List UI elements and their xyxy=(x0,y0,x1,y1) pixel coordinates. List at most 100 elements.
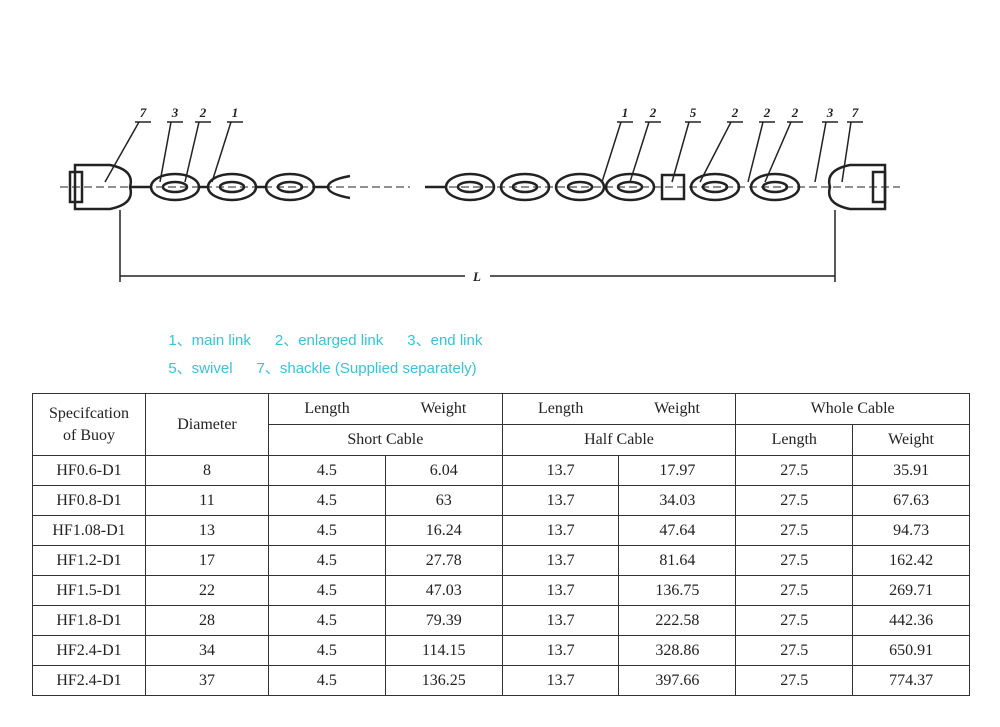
table-cell: 37 xyxy=(145,665,269,696)
table-row: HF1.2-D1 17 4.5 27.78 13.7 81.64 27.5 162.42 xyxy=(32,545,970,576)
table-cell: 397.66 xyxy=(618,665,737,696)
table-cell: 13.7 xyxy=(501,515,620,546)
table-cell: 28 xyxy=(145,605,269,636)
table-cell: 11 xyxy=(145,485,269,516)
table-cell: 22 xyxy=(145,575,269,606)
table-cell: 47.03 xyxy=(384,575,503,606)
leader-line xyxy=(814,121,827,183)
legend-item: 5、swivel xyxy=(168,360,233,377)
leader-line xyxy=(159,121,172,183)
chain-drawing xyxy=(60,163,900,282)
chain-diagram: L 7 3 2 1 1 2 5 2 2 2 3 7 xyxy=(60,105,900,284)
table-cell: 4.5 xyxy=(268,545,386,576)
legend-item: 2、enlarged link xyxy=(274,332,384,349)
header-text: Weight xyxy=(654,400,700,417)
part-number: 1 xyxy=(622,105,629,120)
table-row: HF0.8-D1 11 4.5 63 13.7 34.03 27.5 67.63 xyxy=(32,485,970,516)
spec-table: Specifcation of Buoy Diameter Length Weig… xyxy=(32,393,970,696)
table-row: HF2.4-D1 37 4.5 136.25 13.7 397.66 27.5 774.37 xyxy=(32,665,970,696)
table-cell: 63 xyxy=(384,485,503,516)
table-cell: HF1.5-D1 xyxy=(32,575,146,606)
table-cell: 13.7 xyxy=(501,665,620,696)
legend-item: 3、end link xyxy=(407,332,483,349)
header-cell: Length Weight xyxy=(268,393,503,425)
part-number: 5 xyxy=(690,105,697,120)
table-cell: 13 xyxy=(145,515,269,546)
leader-line xyxy=(699,121,732,183)
table-cell: HF1.8-D1 xyxy=(32,605,146,636)
leader-line xyxy=(629,121,650,183)
table-row: HF1.08-D1 13 4.5 16.24 13.7 47.64 27.5 94.73 xyxy=(32,515,970,546)
leader-line xyxy=(764,121,792,183)
table-cell: 4.5 xyxy=(268,665,386,696)
legend-item: 1、main link xyxy=(168,332,251,349)
header-text: Weight xyxy=(420,400,467,417)
part-number: 2 xyxy=(791,105,799,120)
table-cell: 4.5 xyxy=(268,455,386,486)
header-row: Specifcation of Buoy Diameter Length Weig… xyxy=(32,393,970,456)
table-cell: 162.42 xyxy=(852,545,970,576)
table-cell: 27.5 xyxy=(735,665,854,696)
table-cell: 269.71 xyxy=(852,575,970,606)
header-text: Specifcation of Buoy xyxy=(49,404,129,444)
table-cell: 27.5 xyxy=(735,485,854,516)
table-cell: HF1.08-D1 xyxy=(32,515,146,546)
header-cell: Whole Cable xyxy=(735,393,970,425)
table-cell: 27.5 xyxy=(735,455,854,486)
leader-line xyxy=(601,121,622,183)
table-body: HF0.6-D1 8 4.5 6.04 13.7 17.97 27.5 35.91 HF0.8-… xyxy=(32,455,970,696)
header-text: Length xyxy=(304,400,350,417)
table-cell: 35.91 xyxy=(852,455,970,486)
header-cell: Half Cable xyxy=(501,424,737,456)
table-cell: 136.25 xyxy=(384,665,503,696)
table-cell: 4.5 xyxy=(268,485,386,516)
part-number: 7 xyxy=(852,105,859,120)
part-number: 2 xyxy=(731,105,739,120)
part-number: 1 xyxy=(232,105,239,120)
table-cell: 27.5 xyxy=(735,545,854,576)
part-number: 2 xyxy=(649,105,657,120)
header-cell: Weight xyxy=(852,424,970,456)
table-cell: 67.63 xyxy=(852,485,970,516)
legend-item: 7、shackle (Supplied separately) xyxy=(256,360,477,377)
header-cell: Specifcation of Buoy xyxy=(32,393,146,456)
table-cell: 27.5 xyxy=(735,515,854,546)
table-cell: 27.5 xyxy=(735,575,854,606)
table-row: HF1.5-D1 22 4.5 47.03 13.7 136.75 27.5 269.71 xyxy=(32,575,970,606)
legend-line: 5、swivel 7、shackle (Supplied separately) xyxy=(160,340,501,378)
table-cell: 94.73 xyxy=(852,515,970,546)
table-row: HF2.4-D1 34 4.5 114.15 13.7 328.86 27.5 650.91 xyxy=(32,635,970,666)
table-cell: HF0.8-D1 xyxy=(32,485,146,516)
table-cell: 328.86 xyxy=(618,635,737,666)
table-cell: 79.39 xyxy=(384,605,503,636)
part-number: 7 xyxy=(140,105,147,120)
leader-line xyxy=(184,121,200,183)
table-cell: 81.64 xyxy=(618,545,737,576)
table-cell: HF2.4-D1 xyxy=(32,665,146,696)
leader-line xyxy=(747,121,764,183)
table-cell: 17 xyxy=(145,545,269,576)
table-row: HF1.8-D1 28 4.5 79.39 13.7 222.58 27.5 442.36 xyxy=(32,605,970,636)
table-cell: 13.7 xyxy=(501,455,620,486)
table-cell: 136.75 xyxy=(618,575,737,606)
header-cell: Length xyxy=(735,424,854,456)
table-cell: 27.5 xyxy=(735,605,854,636)
table-cell: 47.64 xyxy=(618,515,737,546)
table-cell: 774.37 xyxy=(852,665,970,696)
table-cell: 34.03 xyxy=(618,485,737,516)
table-cell: 4.5 xyxy=(268,515,386,546)
table-cell: HF2.4-D1 xyxy=(32,635,146,666)
header-cell: Short Cable xyxy=(268,424,503,456)
table-cell: 13.7 xyxy=(501,635,620,666)
table-cell: 8 xyxy=(145,455,269,486)
leader-line xyxy=(211,121,232,183)
header-cell: Length Weight xyxy=(501,393,737,425)
leader-lines xyxy=(104,121,863,183)
part-number: 2 xyxy=(763,105,771,120)
table-cell: 13.7 xyxy=(501,485,620,516)
part-number: 3 xyxy=(171,105,179,120)
table-cell: 13.7 xyxy=(501,605,620,636)
table-cell: 6.04 xyxy=(384,455,503,486)
